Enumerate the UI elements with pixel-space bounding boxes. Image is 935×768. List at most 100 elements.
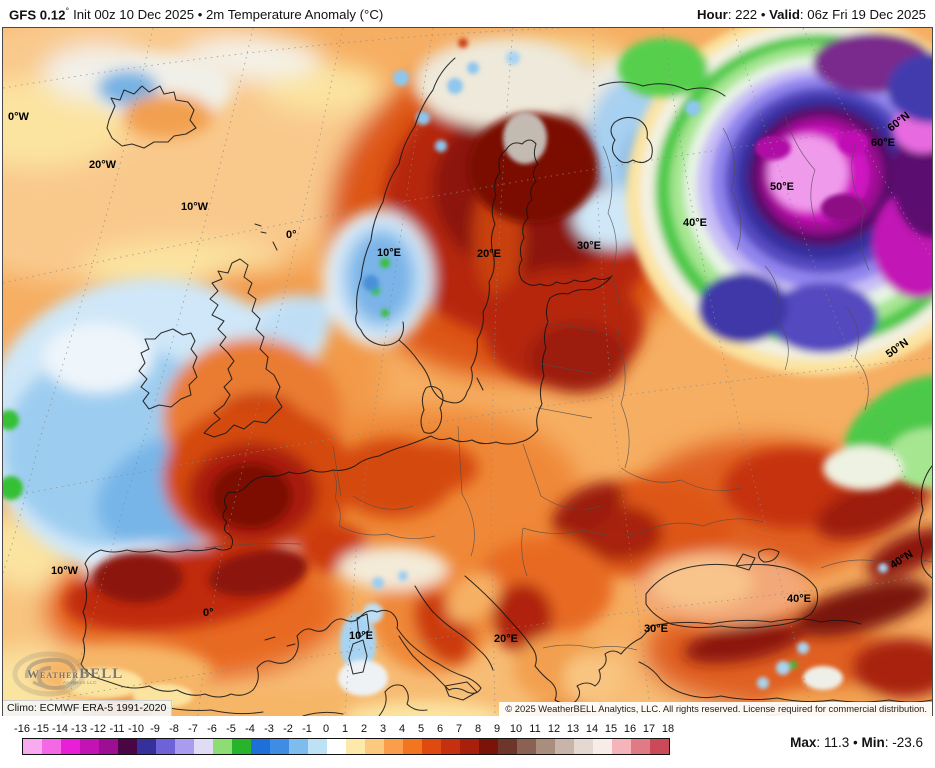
grid-label: 0°W	[8, 111, 30, 123]
colorbar-tick: 17	[642, 723, 656, 735]
grid-label: 10°E	[349, 630, 373, 642]
colorbar-tick: 9	[493, 723, 501, 735]
colorbar-tick: -6	[207, 723, 217, 735]
colorbar-cell	[308, 739, 327, 754]
colorbar-cell	[156, 739, 175, 754]
colorbar-tick: -3	[264, 723, 274, 735]
colorbar-tick: -8	[169, 723, 179, 735]
grid-label: 10°W	[51, 565, 79, 577]
min-label: Min	[861, 735, 885, 750]
colorbar-cell	[498, 739, 517, 754]
max-value: 11.3	[823, 735, 850, 750]
colorbar-tick: 10	[509, 723, 523, 735]
colorbar-cell	[517, 739, 536, 754]
colorbar-tick: -2	[283, 723, 293, 735]
colorbar-cell	[346, 739, 365, 754]
colorbar-tick: 5	[417, 723, 425, 735]
hour-label: Hour	[697, 6, 728, 22]
colorbar-tick: 4	[398, 723, 406, 735]
colorbar-tick: 15	[604, 723, 618, 735]
colorbar-cell	[118, 739, 137, 754]
colorbar-cell	[612, 739, 631, 754]
colorbar-tick: -11	[109, 723, 125, 735]
colorbar-tick: 16	[623, 723, 637, 735]
colorbar-tick: 14	[585, 723, 599, 735]
colorbar-cell	[327, 739, 346, 754]
max-min-stats: Max: 11.3 • Min: -23.6	[790, 735, 923, 750]
legend-footer: -16 -15 -14 -13 -12 -11 -10 -9 -8 -7 -6 -5 -4 -3 -2 -1 0…	[0, 716, 935, 768]
colorbar-cell	[251, 739, 270, 754]
colorbar-cell	[574, 739, 593, 754]
colorbar-tick: 1	[341, 723, 349, 735]
colorbar-cell	[631, 739, 650, 754]
degree-mark: °	[65, 5, 70, 16]
graticule	[3, 28, 932, 716]
colorbar-tick: -7	[188, 723, 198, 735]
colorbar-tick: 6	[436, 723, 444, 735]
colorbar-cell	[99, 739, 118, 754]
colorbar-cell	[270, 739, 289, 754]
run-title: GFS 0.12° Init 00z 10 Dec 2025 • 2m Tempe…	[9, 6, 383, 22]
grid-label: 20°W	[89, 159, 117, 171]
colorbar-cell	[175, 739, 194, 754]
colorbar-cell	[479, 739, 498, 754]
colorbar-cell	[365, 739, 384, 754]
colorbar-tick: 0	[322, 723, 330, 735]
colorbar-cell	[422, 739, 441, 754]
max-label: Max	[790, 735, 817, 750]
anomaly-field-canvas: 0°W20°W10°W0°10°E 20°E30°E40°E50°E60°E60°…	[3, 28, 932, 716]
colorbar-cell	[80, 739, 99, 754]
colorbar-cell	[593, 739, 612, 754]
colorbar	[22, 738, 670, 755]
run-subtitle: Init 00z 10 Dec 2025 • 2m Temperature An…	[73, 7, 384, 23]
grid-label: 0°	[286, 229, 297, 241]
colorbar-cell	[384, 739, 403, 754]
colorbar-ticks: -16 -15 -14 -13 -12 -11 -10 -9 -8 -7 -6 -5 -4 -3 -2 -1 0…	[14, 723, 674, 736]
colorbar-cell	[555, 739, 574, 754]
europe-temperature-anomaly-map: 0°W 20°W 10°W 0° 10°E 20°E 30°E 40°E 50°E 60°E 60°…	[2, 27, 933, 717]
colorbar-tick: -9	[150, 723, 160, 735]
coastlines	[62, 57, 932, 716]
colorbar-tick: -15	[33, 723, 49, 735]
grid-label: 20°E	[494, 633, 518, 645]
colorbar-cell	[61, 739, 80, 754]
colorbar-cell	[232, 739, 251, 754]
model-name: GFS 0.12	[9, 7, 66, 23]
valid-title: Hour: 222 • Valid: 06z Fri 19 Dec 2025	[697, 6, 926, 22]
grid-label: 10°W	[181, 201, 209, 213]
colorbar-cell	[460, 739, 479, 754]
colorbar-tick: 11	[529, 723, 541, 735]
title-bar: GFS 0.12° Init 00z 10 Dec 2025 • 2m Tempe…	[0, 0, 935, 28]
colorbar-cell	[536, 739, 555, 754]
colorbar-cell	[23, 739, 42, 754]
hour-value: 222	[735, 6, 758, 22]
grid-label: 20°E	[477, 248, 501, 260]
colorbar-cell	[194, 739, 213, 754]
colorbar-cell	[403, 739, 422, 754]
colorbar-tick: -4	[245, 723, 255, 735]
colorbar-tick: 8	[474, 723, 482, 735]
country-borders	[204, 115, 932, 651]
grid-label: 30°E	[644, 623, 668, 635]
colorbar-cell	[289, 739, 308, 754]
grid-label: 60°E	[871, 137, 895, 149]
colorbar-cell	[213, 739, 232, 754]
colorbar-tick: -12	[90, 723, 106, 735]
grid-label: 0°	[203, 607, 214, 619]
colorbar-tick: -5	[226, 723, 236, 735]
min-value: -23.6	[892, 735, 923, 750]
colorbar-tick: -13	[71, 723, 87, 735]
grid-label: 40°E	[683, 217, 707, 229]
cold-pool-layer	[93, 28, 932, 603]
valid-label: Valid	[769, 6, 800, 22]
colorbar-tick: 3	[379, 723, 387, 735]
colorbar-cell	[441, 739, 460, 754]
valid-value: 06z Fri 19 Dec 2025	[807, 6, 926, 22]
grid-label: 50°E	[770, 181, 794, 193]
grid-label: 40°E	[787, 593, 811, 605]
colorbar-tick: 13	[566, 723, 580, 735]
colorbar-tick: 12	[547, 723, 561, 735]
copyright-note: © 2025 WeatherBELL Analytics, LLC. All r…	[499, 702, 932, 716]
climo-note: Climo: ECMWF ERA-5 1991-2020	[3, 700, 173, 716]
grid-label: 30°E	[577, 240, 601, 252]
